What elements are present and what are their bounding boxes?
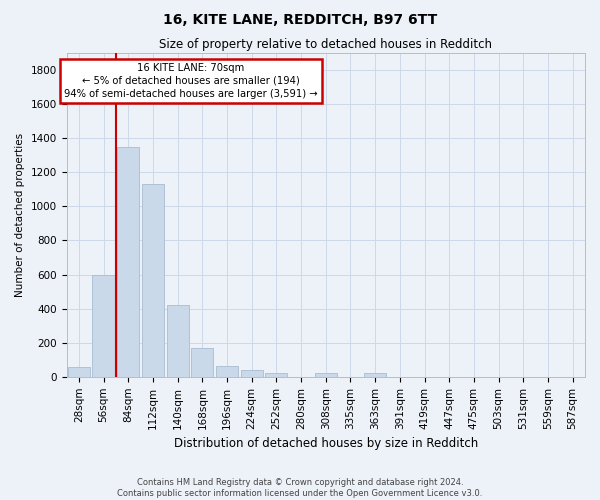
- Text: Contains HM Land Registry data © Crown copyright and database right 2024.
Contai: Contains HM Land Registry data © Crown c…: [118, 478, 482, 498]
- Bar: [364, 374, 386, 377]
- Bar: [117, 147, 139, 377]
- X-axis label: Distribution of detached houses by size in Redditch: Distribution of detached houses by size …: [173, 437, 478, 450]
- Text: 16, KITE LANE, REDDITCH, B97 6TT: 16, KITE LANE, REDDITCH, B97 6TT: [163, 12, 437, 26]
- Bar: [167, 306, 189, 377]
- Bar: [241, 370, 263, 377]
- Bar: [314, 374, 337, 377]
- Bar: [68, 366, 90, 377]
- Bar: [92, 274, 115, 377]
- Y-axis label: Number of detached properties: Number of detached properties: [15, 133, 25, 297]
- Bar: [216, 366, 238, 377]
- Bar: [265, 374, 287, 377]
- Bar: [191, 348, 214, 377]
- Title: Size of property relative to detached houses in Redditch: Size of property relative to detached ho…: [159, 38, 492, 51]
- Bar: [142, 184, 164, 377]
- Text: 16 KITE LANE: 70sqm
← 5% of detached houses are smaller (194)
94% of semi-detach: 16 KITE LANE: 70sqm ← 5% of detached hou…: [64, 63, 318, 99]
